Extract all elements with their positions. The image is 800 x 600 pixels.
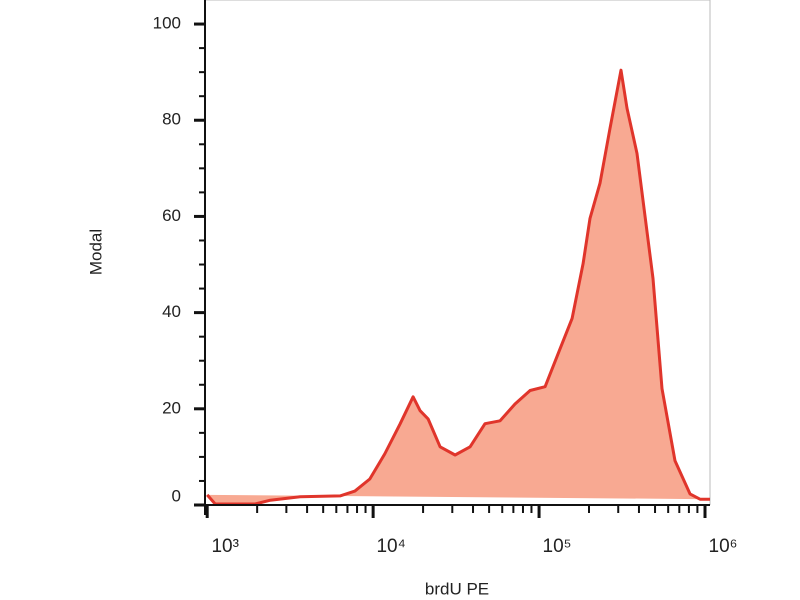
x-tick-label: 10³ [211,536,238,557]
y-tick-label: 100 [153,14,181,33]
y-tick-label: 0 [172,486,181,505]
y-tick-label: 40 [162,302,181,321]
x-axis-label: brdU PE [425,579,489,598]
y-tick-label: 60 [162,206,181,225]
y-tick-label: 80 [162,110,181,129]
y-axis-label: Modal [86,229,105,275]
area-line [206,68,710,506]
x-tick-label: 10⁵ [543,536,572,557]
y-tick-label: 20 [162,398,181,417]
x-tick-label: 10⁴ [376,536,405,557]
x-tick-label: 10⁶ [709,536,738,557]
